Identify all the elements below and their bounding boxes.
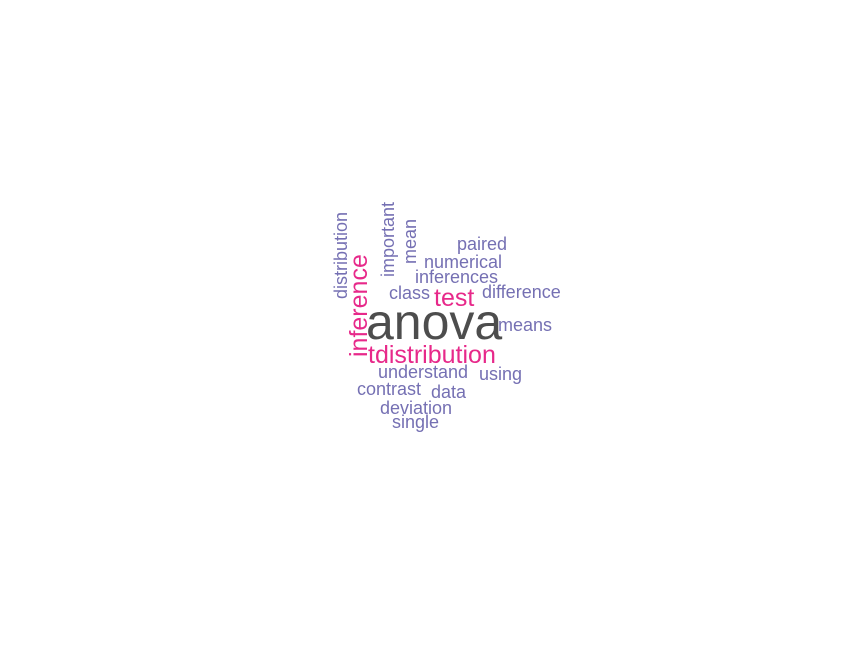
word-inferences: inferences [415,267,498,287]
word-single: single [392,412,439,432]
word-difference: difference [482,282,561,302]
word-important: important [378,202,398,277]
word-contrast: contrast [357,379,421,399]
word-class: class [389,283,430,303]
word-means: means [498,315,552,335]
word-understand: understand [378,362,468,382]
word-tdistribution: tdistribution [368,341,496,369]
word-deviation: deviation [380,398,452,418]
word-distribution: distribution [331,212,351,299]
word-using: using [479,364,522,384]
word-anova: anova [366,294,502,350]
word-inference: inference [345,254,373,357]
word-data: data [431,382,467,402]
word-mean: mean [400,219,420,264]
word-test: test [434,284,474,312]
word-numerical: numerical [424,252,502,272]
word-paired: paired [457,234,507,254]
